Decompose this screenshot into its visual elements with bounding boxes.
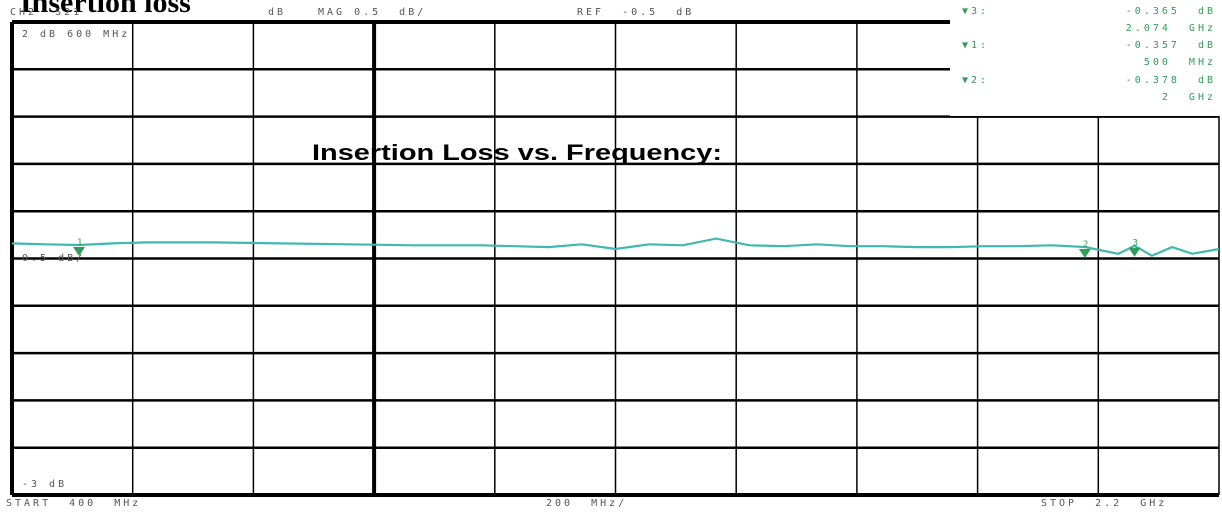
- marker-1-number: 1: [77, 238, 82, 248]
- marker-3-label: ▼3:: [962, 6, 990, 17]
- start-frequency-label: START 400 MHz: [6, 498, 142, 509]
- chart-title: Insertion Loss vs. Frequency:: [312, 140, 722, 165]
- format-unit-label: dB: [268, 7, 287, 18]
- marker-2-label: ▼2:: [962, 75, 990, 86]
- marker-2-number: 2: [1083, 240, 1088, 250]
- marker-1-triangle: [73, 246, 86, 256]
- marker-1-frequency: 500 MHz: [1143, 57, 1216, 68]
- bottom-scale-label: -3 dB: [22, 479, 67, 490]
- stop-frequency-label: STOP 2.2 GHz: [1041, 498, 1168, 509]
- marker-table-background: [950, 18, 1222, 116]
- page-title: Insertion loss: [20, 0, 191, 19]
- reference-scale-label: 0.5 dB/: [22, 253, 85, 264]
- marker-1-value: -0.357 dB: [1125, 40, 1216, 51]
- marker-3-frequency: 2.074 GHz: [1125, 23, 1216, 34]
- scale-label: MAG 0.5 dB/: [318, 7, 427, 18]
- marker-3-triangle: [1128, 247, 1141, 257]
- marker-2-triangle: [1078, 248, 1091, 258]
- span-per-division-label: 200 MHz/: [546, 498, 628, 509]
- marker-points: 1 2 3: [73, 238, 1141, 258]
- marker-3-number: 3: [1133, 239, 1138, 249]
- marker-2-frequency: 2 GHz: [1161, 92, 1216, 103]
- marker-2-value: -0.378 dB: [1125, 75, 1216, 86]
- trace-line: [11, 237, 1220, 257]
- channel-label: CH2 S21: [10, 7, 83, 18]
- reference-label: REF -0.5 dB: [577, 7, 695, 18]
- marker-3-value: -0.365 dB: [1125, 6, 1216, 17]
- marker-1-label: ▼1:: [962, 40, 990, 51]
- top-scale-label: 2 dB 600 MHz: [22, 29, 130, 40]
